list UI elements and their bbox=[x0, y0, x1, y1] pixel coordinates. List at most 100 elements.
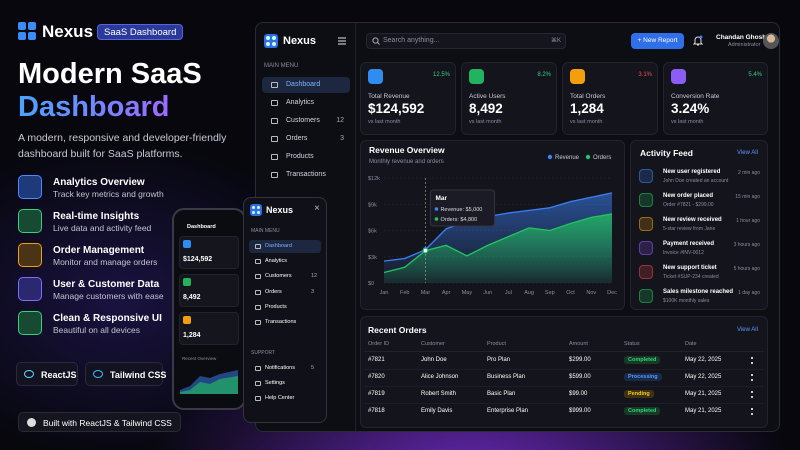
nav-label: Orders bbox=[286, 135, 308, 142]
menu-toggle[interactable] bbox=[338, 37, 346, 45]
mobile-nav-item[interactable] bbox=[249, 240, 321, 253]
stat-value: 3.24% bbox=[671, 101, 710, 116]
nav-item[interactable]: Analytics bbox=[262, 95, 350, 111]
header-rule bbox=[364, 351, 764, 352]
x-tick-label: Dec bbox=[607, 290, 617, 296]
stat-change: 12.5% bbox=[432, 72, 450, 78]
search-box[interactable] bbox=[366, 33, 566, 49]
nav-label: Customers bbox=[265, 273, 292, 280]
app-logo: Nexus bbox=[283, 35, 317, 47]
table-cell: $99.00 bbox=[569, 391, 588, 397]
mobile-close[interactable]: × bbox=[314, 203, 320, 214]
table-cell: #7818 bbox=[368, 408, 385, 414]
activity-text: Invoice #INV-0012 bbox=[663, 250, 704, 256]
stat-icon bbox=[368, 69, 383, 84]
nav-icon bbox=[271, 154, 278, 160]
phone-stat-value: 8,492 bbox=[183, 294, 201, 301]
tech-badge: ReactJS bbox=[16, 362, 78, 386]
activity-text: $100K monthly sales bbox=[663, 298, 710, 304]
search-icon bbox=[372, 37, 380, 45]
orders-link[interactable]: View All bbox=[737, 327, 758, 333]
row-menu[interactable] bbox=[751, 408, 753, 415]
column-header: Product bbox=[487, 341, 506, 347]
stat-label: Active Users bbox=[469, 93, 506, 100]
nav-item[interactable]: Customers 12 bbox=[262, 113, 350, 129]
table-cell: $299.00 bbox=[569, 357, 591, 363]
hero-description: A modern, responsive and developer-frien… bbox=[18, 132, 227, 160]
row-rule bbox=[364, 369, 764, 370]
bell-icon[interactable] bbox=[693, 35, 703, 46]
activity-text: John Doe created an account bbox=[663, 178, 729, 184]
nav-item[interactable]: Transactions bbox=[262, 167, 350, 183]
nav-icon bbox=[271, 100, 278, 106]
legend-dot bbox=[585, 154, 591, 160]
activity-icon bbox=[639, 241, 653, 255]
stat-icon bbox=[469, 69, 484, 84]
table-cell: May 21, 2025 bbox=[685, 391, 722, 397]
table-cell: Basic Plan bbox=[487, 391, 516, 397]
row-rule bbox=[364, 386, 764, 387]
point bbox=[422, 247, 429, 254]
stat-icon bbox=[671, 69, 686, 84]
nav-label: Orders bbox=[265, 288, 282, 295]
activity-text: Ticket #SUP-234 created bbox=[663, 274, 719, 280]
area bbox=[384, 213, 612, 283]
row-menu[interactable] bbox=[751, 374, 753, 381]
tech-icon bbox=[93, 370, 103, 378]
mobile-logo: Nexus bbox=[266, 205, 294, 215]
y-tick-label: $0 bbox=[368, 281, 374, 287]
nav-icon bbox=[271, 82, 278, 88]
x-tick-label: Oct bbox=[566, 290, 575, 296]
status-badge: Completed bbox=[624, 356, 661, 364]
nav-icon bbox=[271, 118, 278, 124]
activity-text: 5-star review from Jane bbox=[663, 226, 716, 232]
stat-note: vs last month bbox=[570, 119, 603, 125]
legend-label: Revenue bbox=[555, 155, 580, 161]
nav-label: Products bbox=[265, 303, 287, 310]
tech-icon bbox=[24, 370, 34, 378]
status-badge: Completed bbox=[624, 407, 661, 415]
nav-label: Products bbox=[286, 153, 314, 160]
revenue-chart: Revenue Overview Monthly revenue and ord… bbox=[368, 145, 617, 296]
phone-stat-value: $124,592 bbox=[183, 256, 213, 263]
activity-title: New review received bbox=[663, 217, 722, 223]
table-cell: Pro Plan bbox=[487, 357, 511, 363]
activity-card bbox=[630, 140, 768, 310]
avatar[interactable] bbox=[763, 33, 779, 49]
legend-dot bbox=[547, 154, 553, 160]
phone-stat-value: 1,284 bbox=[183, 332, 201, 339]
activity-time: 1 hour ago bbox=[736, 218, 760, 224]
activity-text: Order #7821 - $299.00 bbox=[663, 202, 714, 208]
nav-item[interactable]: Dashboard bbox=[262, 77, 350, 93]
activity-time: 3 hours ago bbox=[733, 242, 760, 248]
mobile-logo-icon bbox=[250, 204, 262, 216]
nav-item[interactable]: Products bbox=[262, 149, 350, 165]
row-menu[interactable] bbox=[751, 391, 753, 398]
row-rule bbox=[364, 403, 764, 404]
table-cell: $999.00 bbox=[569, 408, 591, 414]
tooltip-dot bbox=[434, 207, 439, 211]
stat-note: vs last month bbox=[469, 119, 502, 125]
activity-icon bbox=[639, 169, 653, 183]
feature-text: Beautiful on all devices bbox=[53, 325, 140, 335]
user-role: Administrator bbox=[728, 42, 761, 48]
activity-link[interactable]: View All bbox=[737, 150, 758, 156]
table-cell: May 21, 2025 bbox=[685, 408, 722, 414]
activity-title: Activity Feed bbox=[640, 148, 693, 158]
brand-name: Nexus bbox=[42, 22, 94, 41]
activity-title: New order placed bbox=[663, 193, 714, 199]
stat-label: Total Revenue bbox=[368, 93, 410, 100]
brand-badge: SaaS Dashboard bbox=[97, 24, 184, 40]
tooltip-line: Revenue: $5,000 bbox=[440, 207, 482, 213]
feature-text: Manage customers with ease bbox=[53, 291, 164, 301]
y-tick-label: $12k bbox=[368, 176, 380, 182]
tooltip-dot bbox=[434, 217, 439, 221]
activity-title: Sales milestone reached bbox=[663, 289, 734, 295]
row-menu[interactable] bbox=[751, 357, 753, 364]
table-cell: Robert Smith bbox=[421, 391, 457, 397]
nav-item[interactable]: Orders 3 bbox=[262, 131, 350, 147]
sidebar bbox=[256, 23, 356, 431]
new-report-button[interactable]: + New Report bbox=[631, 33, 684, 49]
stat-change: 5.4% bbox=[748, 72, 762, 78]
